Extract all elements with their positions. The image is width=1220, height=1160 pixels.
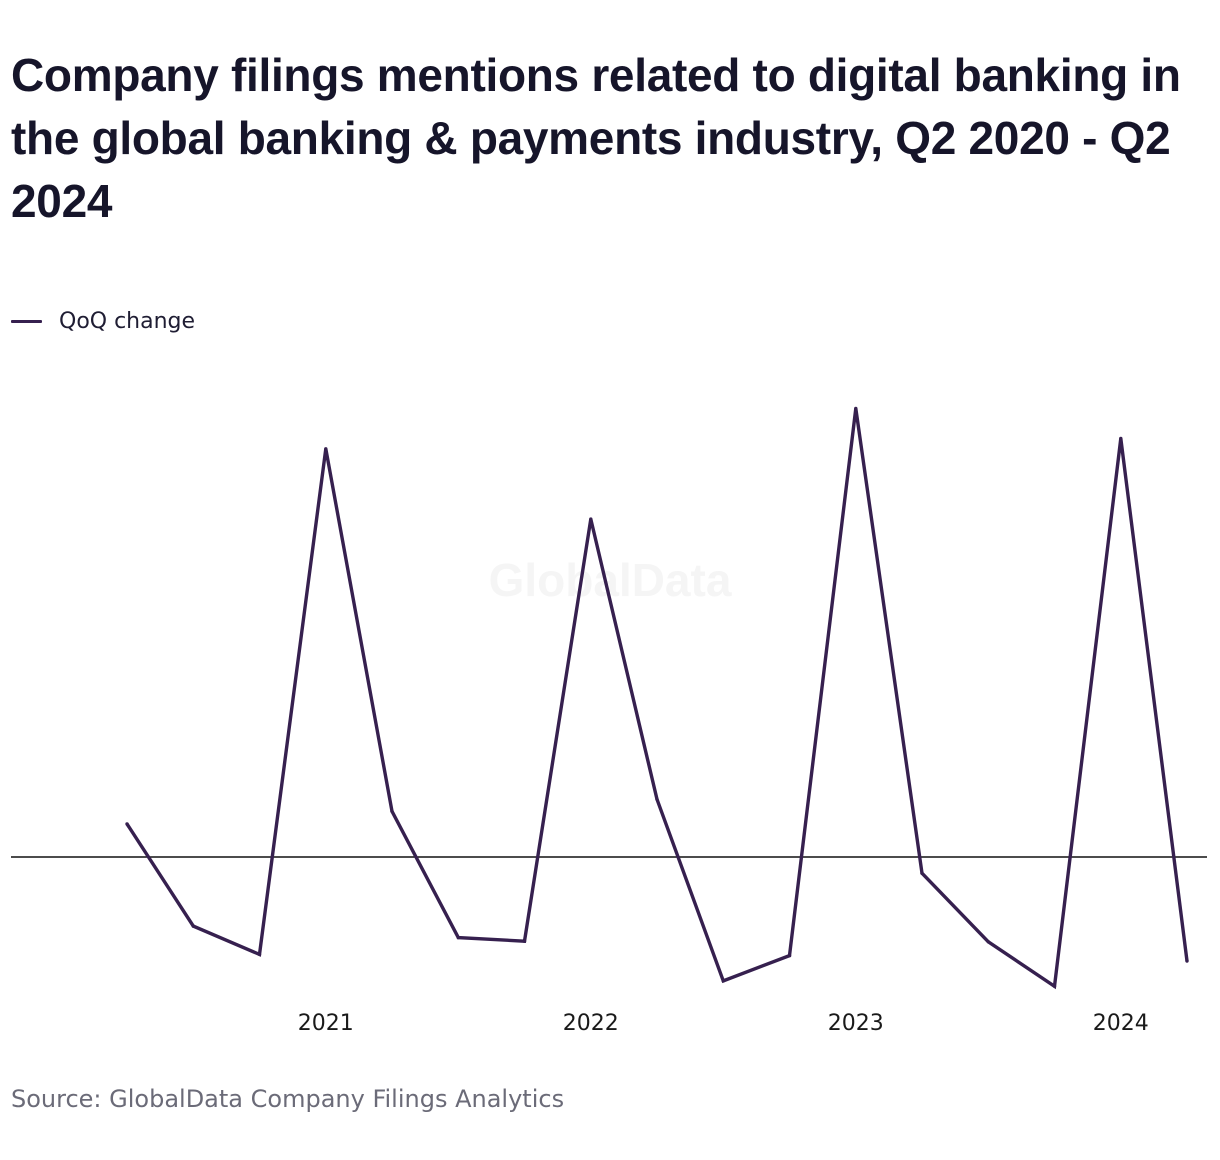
data-point-q1-2021 xyxy=(324,447,328,451)
data-point-q3-2020 xyxy=(191,924,195,928)
legend-swatch xyxy=(11,319,42,323)
data-point-q3-2021 xyxy=(456,935,460,940)
x-tick-label-2023: 2023 xyxy=(828,1011,884,1036)
data-point-q2-2020 xyxy=(125,822,129,826)
data-point-q2-2021 xyxy=(390,809,394,813)
data-point-q4-2023 xyxy=(1052,984,1057,988)
data-point-q1-2024 xyxy=(1119,436,1123,441)
series-line-qoq-change xyxy=(125,408,1189,990)
data-point-q3-2022 xyxy=(721,979,725,983)
x-tick-label-2024: 2024 xyxy=(1093,1011,1149,1036)
legend: QoQ change xyxy=(11,306,195,336)
data-point-q1-2022 xyxy=(589,517,593,521)
legend-label: QoQ change xyxy=(59,308,196,334)
source-note: Source: GlobalData Company Filings Analy… xyxy=(11,1085,565,1113)
data-point-q2-2023 xyxy=(920,871,924,875)
x-tick-label-2022: 2022 xyxy=(563,1011,619,1036)
data-point-q4-2021 xyxy=(522,939,527,943)
data-point-q4-2022 xyxy=(787,953,792,958)
line-chart: GlobalData 2021 2022 2023 2024 xyxy=(11,406,1207,1036)
chart-title: Company filings mentions related to digi… xyxy=(11,49,1181,227)
data-point-q1-2023 xyxy=(854,406,858,411)
data-point-q2-2022 xyxy=(655,797,659,801)
data-point-q4-2020 xyxy=(257,952,262,957)
x-axis-ticks: 2021 2022 2023 2024 xyxy=(298,1011,1149,1036)
data-point-q2-2024 xyxy=(1185,959,1189,963)
data-points xyxy=(125,406,1189,988)
data-point-q3-2023 xyxy=(986,940,990,944)
x-tick-label-2021: 2021 xyxy=(298,1011,354,1036)
